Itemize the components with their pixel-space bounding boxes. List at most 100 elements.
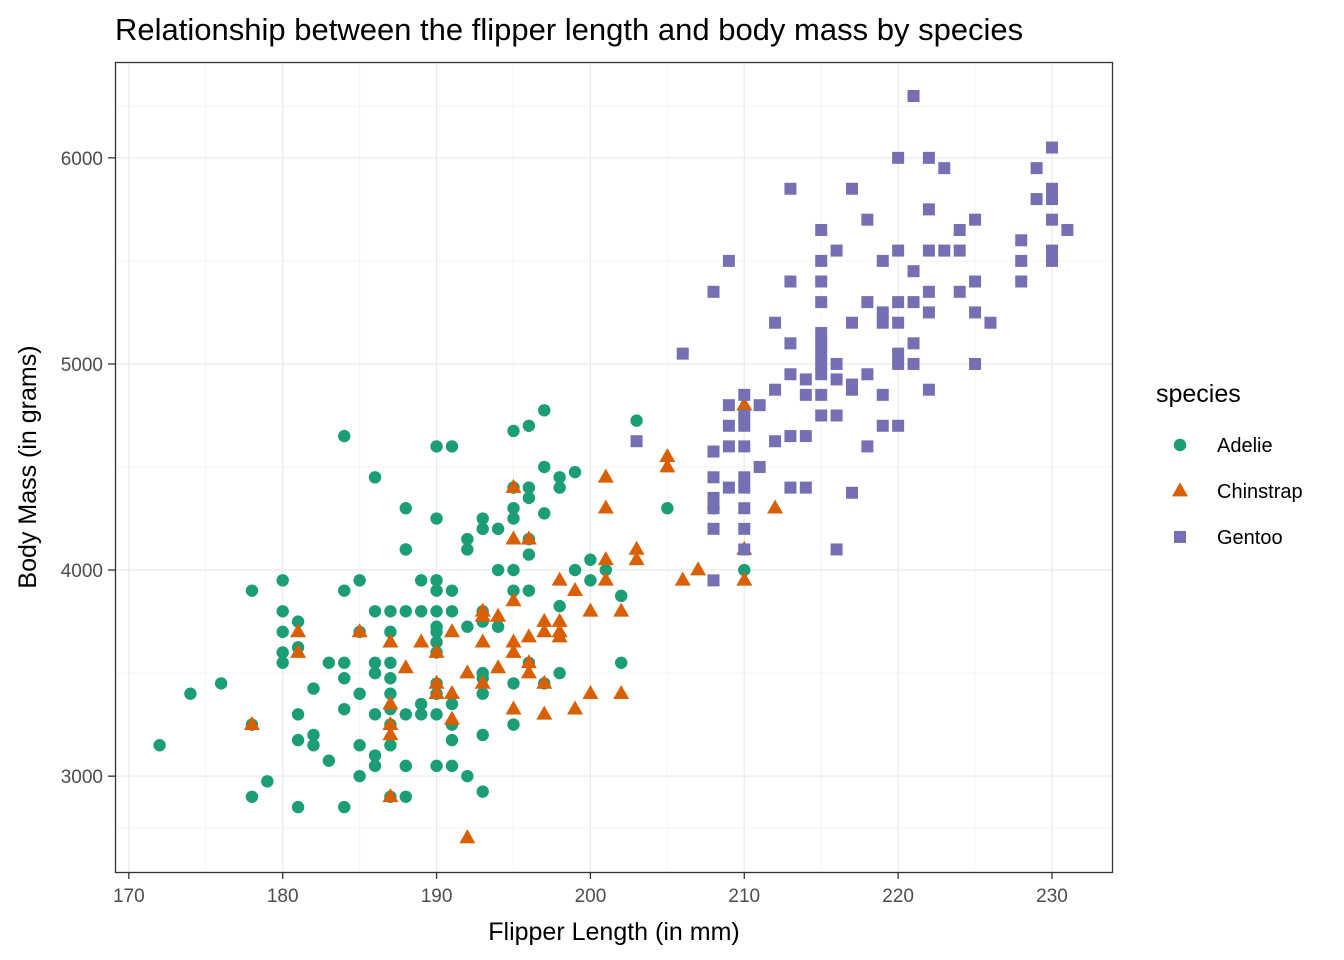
y-tick-label: 3000: [61, 767, 103, 788]
adelie-point: [430, 708, 443, 721]
chinstrap-point: [659, 448, 676, 463]
gentoo-point: [984, 316, 997, 329]
legend-item-adelie: Adelie: [1173, 435, 1273, 457]
gentoo-point: [1045, 141, 1058, 154]
adelie-point: [522, 491, 536, 505]
gentoo-point: [892, 316, 905, 329]
chinstrap-point: [428, 685, 445, 700]
gentoo-point: [815, 337, 828, 350]
gentoo-point: [815, 368, 828, 381]
chinstrap-point: [536, 612, 553, 627]
grid-lines: [115, 62, 1112, 872]
gentoo-point: [707, 502, 720, 515]
adelie-point: [384, 739, 397, 752]
gentoo-point: [1015, 234, 1028, 247]
adelie-point: [476, 687, 489, 700]
chinstrap-point: [582, 685, 599, 700]
adelie-point: [445, 440, 459, 453]
x-tick-label: 180: [267, 886, 299, 907]
chinstrap-point: [613, 685, 630, 700]
adelie-point: [338, 584, 351, 597]
chinstrap-point: [520, 664, 537, 679]
adelie-point: [338, 702, 351, 716]
gentoo-point: [953, 244, 966, 257]
gentoo-point: [907, 337, 920, 350]
adelie-point: [430, 584, 443, 597]
series-gentoo: [630, 90, 1074, 587]
chinstrap-point: [505, 478, 522, 493]
x-axis-title: Flipper Length (in mm): [488, 918, 739, 946]
chinstrap-point: [505, 700, 522, 715]
gentoo-point: [1030, 193, 1043, 206]
adelie-point: [461, 769, 474, 783]
x-tick-label: 230: [1036, 886, 1068, 907]
gentoo-point: [922, 306, 935, 319]
gentoo-point: [1030, 162, 1043, 175]
adelie-point: [491, 620, 505, 633]
adelie-point: [630, 414, 643, 427]
adelie-point: [430, 759, 443, 773]
gentoo-point: [876, 419, 889, 432]
adelie-point: [599, 563, 613, 577]
chinstrap-point: [474, 607, 491, 622]
chinstrap-point: [597, 499, 614, 514]
adelie-point: [584, 574, 597, 587]
gentoo-point: [938, 162, 951, 175]
legend-item-chinstrap: Chinstrap: [1172, 481, 1303, 503]
gentoo-point: [922, 244, 935, 257]
gentoo-point: [969, 275, 982, 288]
gentoo-point: [907, 296, 920, 309]
gentoo-point: [815, 409, 828, 422]
chinstrap-point: [536, 674, 553, 689]
chinstrap-point: [551, 612, 568, 627]
adelie-point: [307, 682, 320, 695]
x-tick-label: 210: [728, 886, 760, 907]
gentoo-point: [1045, 244, 1058, 257]
adelie-point: [430, 440, 443, 453]
adelie-point: [430, 574, 443, 587]
gentoo-point: [922, 383, 935, 396]
chinstrap-point: [505, 633, 522, 648]
adelie-point: [476, 728, 489, 742]
adelie-point: [445, 759, 459, 773]
adelie-point: [461, 532, 474, 546]
gentoo-point: [722, 440, 735, 453]
adelie-point: [522, 584, 536, 597]
gentoo-point: [815, 357, 828, 370]
adelie-point: [414, 697, 428, 711]
adelie-point: [368, 605, 382, 618]
gentoo-point: [907, 90, 920, 103]
gentoo-point: [707, 445, 720, 458]
adelie-point: [276, 574, 289, 587]
adelie-point: [276, 656, 289, 670]
adelie-point: [507, 512, 520, 525]
adelie-point: [338, 800, 351, 814]
gentoo-point: [722, 419, 735, 432]
adelie-point: [430, 625, 443, 639]
adelie-point: [476, 512, 489, 525]
adelie-point: [430, 605, 443, 618]
adelie-point: [384, 605, 397, 618]
x-tick-label: 170: [113, 886, 145, 907]
gentoo-point: [1061, 223, 1074, 236]
adelie-point: [507, 502, 520, 515]
gentoo-point: [815, 254, 828, 267]
legend-label: Adelie: [1217, 435, 1273, 457]
gentoo-point: [707, 491, 720, 504]
chinstrap-point: [428, 674, 445, 689]
adelie-point: [522, 419, 536, 432]
adelie-point: [261, 775, 274, 788]
adelie-point: [245, 790, 259, 803]
gentoo-point: [784, 337, 797, 350]
gentoo-point: [815, 223, 828, 236]
gentoo-point: [738, 471, 751, 484]
adelie-point: [430, 635, 443, 649]
gentoo-point: [707, 471, 720, 484]
chinstrap-point: [397, 659, 414, 674]
chinstrap-point: [628, 540, 645, 555]
chinstrap-point: [613, 602, 630, 617]
y-axis-title: Body Mass (in grams): [14, 345, 42, 588]
chinstrap-point: [474, 674, 491, 689]
gentoo-point: [969, 306, 982, 319]
